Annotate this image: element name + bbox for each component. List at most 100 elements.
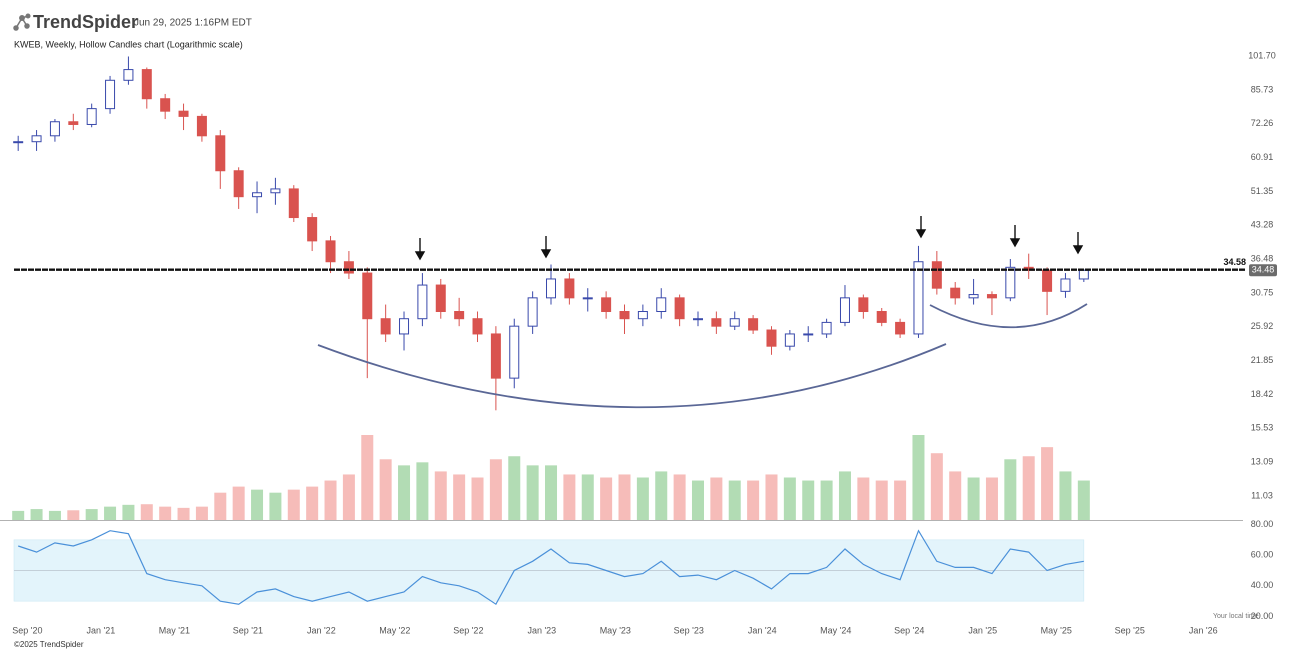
volume-bar — [600, 477, 613, 520]
candle-body — [13, 141, 24, 144]
candle-body — [601, 297, 612, 313]
overlay-layer: 34.58 34.48 — [14, 257, 1277, 277]
volume-bar — [30, 509, 43, 520]
last-price-label: 34.48 — [1252, 265, 1275, 275]
x-tick-label: May '24 — [820, 625, 851, 635]
y-tick-label: 85.73 — [1251, 84, 1274, 94]
candle-body — [490, 333, 501, 379]
candle-body — [307, 217, 318, 242]
candle-body — [417, 284, 428, 320]
y-tick-label: 43.28 — [1251, 220, 1274, 230]
level-label: 34.58 — [1223, 257, 1246, 267]
candle-body — [31, 135, 42, 143]
candle-body — [1042, 269, 1053, 292]
cup-curve — [317, 343, 947, 409]
volume-bar — [673, 474, 686, 520]
volume-bar — [195, 506, 208, 520]
volume-bar — [12, 510, 25, 520]
volume-bar — [710, 477, 723, 520]
candle-body — [582, 297, 593, 300]
volume-bar — [85, 509, 98, 520]
volume-bar — [398, 465, 411, 520]
volume-bar — [857, 477, 870, 520]
volume-bar — [912, 435, 925, 520]
volume-bar — [636, 477, 649, 520]
candle-body — [86, 108, 97, 125]
chart-title: KWEB, Weekly, Hollow Candles chart (Loga… — [14, 39, 243, 49]
x-tick-label: Sep '20 — [12, 625, 42, 635]
x-tick-label: Sep '22 — [453, 625, 483, 635]
y-tick-label: 72.26 — [1251, 118, 1274, 128]
candle-body — [454, 311, 465, 320]
volume-bar — [526, 465, 539, 520]
candle-body — [509, 325, 520, 379]
y-tick-label: 51.35 — [1251, 186, 1274, 196]
candle-body — [656, 297, 667, 313]
candle-body — [821, 321, 832, 335]
candle-body — [711, 318, 722, 327]
volume-bar — [434, 471, 447, 520]
volume-bar — [838, 471, 851, 520]
candle-body — [858, 297, 869, 313]
x-tick-label: May '25 — [1041, 625, 1072, 635]
volume-bar — [287, 489, 300, 520]
candle-body — [343, 261, 354, 274]
x-tick-label: Sep '23 — [674, 625, 704, 635]
volume-bar — [251, 489, 264, 520]
timestamp: Jun 29, 2025 1:16PM EDT — [134, 18, 252, 29]
candle-body — [839, 297, 850, 323]
candle-body — [803, 333, 814, 336]
candle-body — [950, 287, 961, 299]
candle-body — [1005, 266, 1016, 299]
volume-bar — [1059, 471, 1072, 520]
volume-bar — [765, 474, 778, 520]
x-tick-label: Jan '25 — [968, 625, 997, 635]
candle-body — [270, 188, 281, 194]
candle-body — [729, 318, 740, 327]
candle-body — [49, 121, 60, 137]
brand: TrendSpider — [33, 12, 138, 32]
rsi-line — [18, 529, 1084, 606]
volume-bar — [618, 474, 631, 520]
volume-bar — [508, 456, 521, 520]
volume-bar — [379, 459, 392, 520]
volume-bar — [140, 504, 153, 520]
x-tick-label: Jan '23 — [527, 625, 556, 635]
volume-bar — [306, 486, 319, 520]
candle-body — [546, 278, 557, 299]
volume-bar — [416, 462, 429, 520]
candle-body — [215, 135, 226, 172]
volume-bar — [324, 480, 337, 520]
volume-bar — [1077, 480, 1090, 520]
volume-bar — [48, 510, 61, 520]
candle-body — [252, 192, 263, 198]
volume-bar — [563, 474, 576, 520]
volume-bar — [361, 435, 374, 520]
handle-curve — [929, 303, 1088, 329]
candle-body — [968, 294, 979, 299]
candle-body — [748, 318, 759, 331]
volume-bar — [783, 477, 796, 520]
candle-body — [105, 79, 116, 110]
volume-bar — [67, 510, 80, 520]
candle-body — [876, 311, 887, 323]
y-tick-label: 60.91 — [1251, 152, 1274, 162]
volume-bar — [214, 492, 227, 520]
y-tick-label: 15.53 — [1251, 423, 1274, 433]
candle-body — [637, 311, 648, 320]
candle-body — [380, 318, 391, 335]
volume-bar — [894, 480, 907, 520]
y-tick-label: 11.03 — [1251, 490, 1273, 500]
x-tick-label: May '21 — [159, 625, 190, 635]
candle-body — [564, 278, 575, 299]
volume-bar — [1041, 447, 1054, 520]
candle-body — [1078, 269, 1089, 280]
volume-layer — [12, 435, 1090, 520]
candle-body — [472, 318, 483, 335]
volume-bar — [747, 480, 760, 520]
candle-body — [196, 115, 207, 137]
volume-bar — [581, 474, 594, 520]
y-tick-label: 13.09 — [1251, 456, 1274, 466]
